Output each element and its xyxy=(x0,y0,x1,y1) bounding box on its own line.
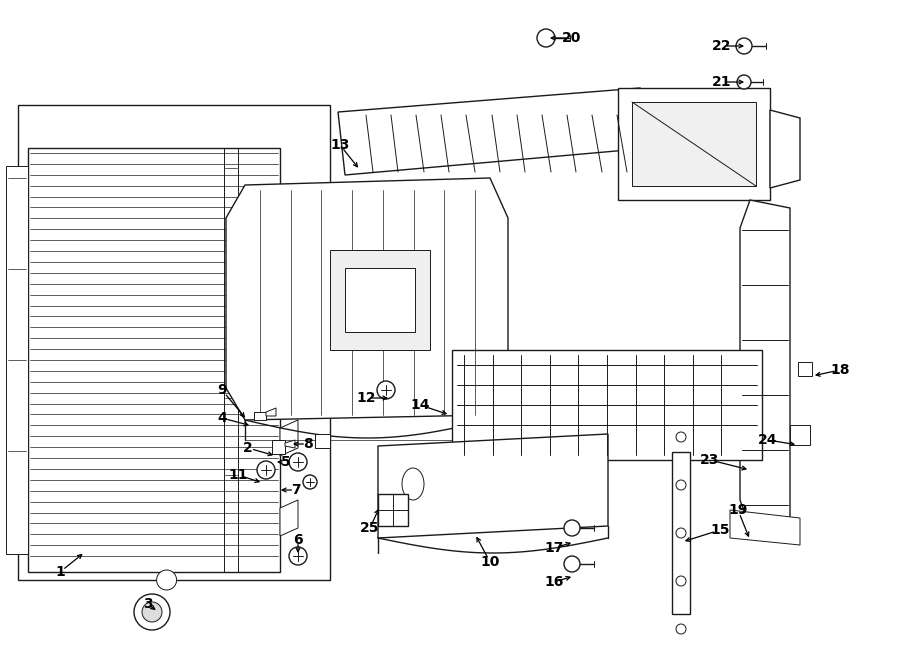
Polygon shape xyxy=(272,440,285,454)
Circle shape xyxy=(737,75,751,89)
Polygon shape xyxy=(345,268,415,332)
Circle shape xyxy=(736,38,752,54)
Text: 13: 13 xyxy=(330,138,350,152)
Polygon shape xyxy=(790,425,810,445)
Text: 10: 10 xyxy=(481,555,500,569)
Polygon shape xyxy=(740,200,790,528)
Text: 24: 24 xyxy=(758,433,778,447)
Polygon shape xyxy=(452,350,762,460)
Polygon shape xyxy=(378,434,608,538)
Text: 6: 6 xyxy=(293,533,302,547)
Text: 7: 7 xyxy=(292,483,301,497)
Polygon shape xyxy=(730,510,800,545)
Polygon shape xyxy=(280,420,298,456)
Circle shape xyxy=(142,602,162,622)
Text: 5: 5 xyxy=(281,455,291,469)
Polygon shape xyxy=(338,88,650,175)
Text: 8: 8 xyxy=(303,437,313,451)
Text: 12: 12 xyxy=(356,391,376,405)
Circle shape xyxy=(303,475,317,489)
Circle shape xyxy=(377,381,395,399)
Text: 25: 25 xyxy=(360,521,380,535)
Text: 1: 1 xyxy=(55,565,65,579)
Circle shape xyxy=(537,29,555,47)
Text: 2: 2 xyxy=(243,441,253,455)
Text: 3: 3 xyxy=(143,597,153,611)
Circle shape xyxy=(676,624,686,634)
Circle shape xyxy=(257,461,275,479)
Text: 18: 18 xyxy=(830,363,850,377)
Text: 15: 15 xyxy=(710,523,730,537)
Polygon shape xyxy=(280,500,298,536)
Polygon shape xyxy=(315,434,330,448)
Text: 22: 22 xyxy=(712,39,732,53)
Polygon shape xyxy=(280,200,298,236)
Circle shape xyxy=(289,547,307,565)
Text: 9: 9 xyxy=(217,383,227,397)
Circle shape xyxy=(134,594,170,630)
Circle shape xyxy=(564,556,580,572)
Text: 17: 17 xyxy=(544,541,563,555)
Text: 20: 20 xyxy=(562,31,581,45)
Text: 16: 16 xyxy=(544,575,563,589)
Text: 23: 23 xyxy=(700,453,720,467)
Polygon shape xyxy=(672,452,690,614)
Polygon shape xyxy=(280,300,298,336)
Polygon shape xyxy=(285,440,295,448)
Text: 4: 4 xyxy=(217,411,227,425)
Circle shape xyxy=(676,432,686,442)
Text: 14: 14 xyxy=(410,398,430,412)
Ellipse shape xyxy=(402,468,424,500)
Polygon shape xyxy=(378,494,408,526)
Circle shape xyxy=(157,570,176,590)
Text: 19: 19 xyxy=(728,503,748,517)
Polygon shape xyxy=(330,250,430,350)
Circle shape xyxy=(676,576,686,586)
Polygon shape xyxy=(770,110,800,188)
Polygon shape xyxy=(254,412,266,420)
Text: 21: 21 xyxy=(712,75,732,89)
Polygon shape xyxy=(6,166,28,554)
Polygon shape xyxy=(226,178,508,420)
Polygon shape xyxy=(28,148,280,572)
Polygon shape xyxy=(18,105,330,580)
Polygon shape xyxy=(632,102,756,186)
Polygon shape xyxy=(618,88,770,200)
Circle shape xyxy=(289,453,307,471)
Polygon shape xyxy=(798,362,812,376)
Circle shape xyxy=(676,480,686,490)
Text: 11: 11 xyxy=(229,468,248,482)
Circle shape xyxy=(564,520,580,536)
Circle shape xyxy=(676,528,686,538)
Polygon shape xyxy=(266,408,276,416)
